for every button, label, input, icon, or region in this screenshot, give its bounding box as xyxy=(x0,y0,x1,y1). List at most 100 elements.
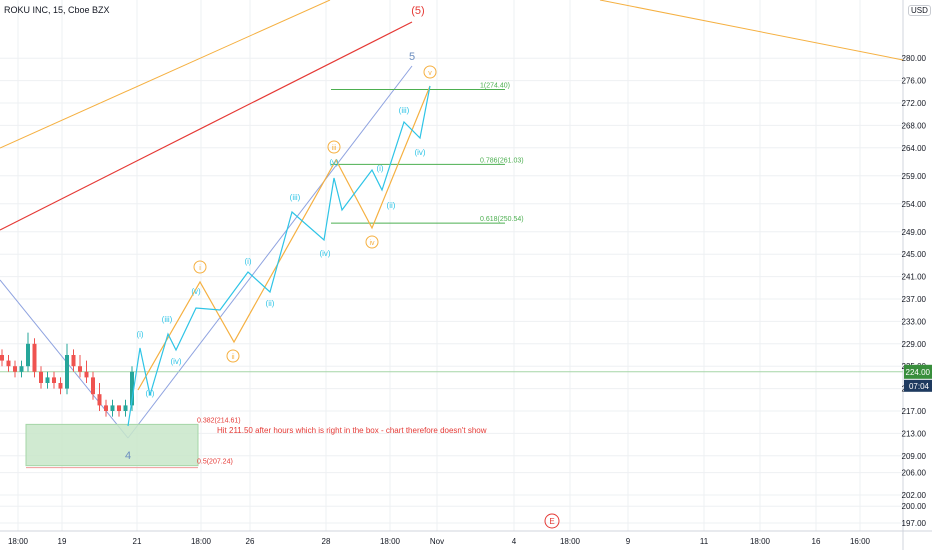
candle-body xyxy=(91,377,95,395)
blue-wave-line xyxy=(0,279,129,439)
candle-body xyxy=(65,355,69,389)
price-tick-label: 249.00 xyxy=(902,228,927,237)
candle-body xyxy=(26,343,30,367)
currency-label[interactable]: USD xyxy=(908,5,931,16)
price-tick-label: 237.00 xyxy=(902,295,927,304)
orange-trendline-right xyxy=(599,0,904,61)
price-tick-label: 206.00 xyxy=(902,469,927,478)
countdown-value: 07:04 xyxy=(909,382,930,391)
time-tick-label: 18:00 xyxy=(191,537,212,546)
fib-level-label: 1(274.40) xyxy=(480,83,510,90)
time-tick-label: 4 xyxy=(512,537,517,546)
time-tick-label: Nov xyxy=(430,537,444,546)
candle-body xyxy=(130,371,134,406)
cyan-wave-label: (iii) xyxy=(290,193,301,202)
orange-wave-label: ii xyxy=(231,354,235,361)
chart-title: ROKU INC, 15, Cboe BZX xyxy=(4,5,110,15)
price-tick-label: 245.00 xyxy=(902,250,927,259)
time-tick-label: 9 xyxy=(626,537,631,546)
wave-label-e-circle xyxy=(544,513,560,529)
fib-level-label: 0.382(214.61) xyxy=(197,417,241,424)
candle-body xyxy=(45,377,50,383)
cyan-wave-label: (v) xyxy=(329,158,339,167)
candle-body xyxy=(71,355,76,367)
candle-body xyxy=(32,343,37,372)
time-tick-label: 26 xyxy=(246,537,255,546)
wave-label-e: E xyxy=(549,517,554,526)
time-tick-label: 21 xyxy=(133,537,142,546)
candle-body xyxy=(97,394,102,406)
fib-level-label: 0.5(207.24) xyxy=(197,459,233,466)
time-tick-label: 16:00 xyxy=(850,537,871,546)
cyan-wave-label: (i) xyxy=(244,257,251,266)
wave-label-major-5: 5 xyxy=(409,51,415,63)
candle-body xyxy=(104,405,108,411)
candle-body xyxy=(123,405,128,411)
time-tick-label: 16 xyxy=(812,537,821,546)
time-tick-label: 11 xyxy=(700,537,709,546)
countdown-tag xyxy=(904,379,932,392)
candle-body xyxy=(6,360,11,367)
fib-level-label: 0.786(261.03) xyxy=(480,157,524,164)
orange-wave-circle xyxy=(365,235,379,249)
price-tick-label: 197.00 xyxy=(902,519,927,528)
cyan-wave-label: (iv) xyxy=(319,249,330,258)
orange-wave-label: i xyxy=(199,265,201,272)
current-price-tag xyxy=(904,364,932,379)
candle-body xyxy=(19,366,24,372)
red-trendline xyxy=(0,21,413,231)
price-tick-label: 272.00 xyxy=(902,99,927,108)
orange-wave-circle xyxy=(327,140,341,154)
orange-wave-circle xyxy=(226,349,240,363)
orange-trendline-left xyxy=(0,0,331,149)
time-tick-label: 18:00 xyxy=(750,537,771,546)
annotation-text: Hit 211.50 after hours which is right in… xyxy=(217,426,487,435)
price-tick-label: 254.00 xyxy=(902,200,927,209)
cyan-wave-path xyxy=(127,85,431,427)
fib-level-label: 0.618(250.54) xyxy=(480,216,524,223)
candle-body xyxy=(39,371,43,383)
time-tick-label: 18:00 xyxy=(560,537,581,546)
price-tick-label: 268.00 xyxy=(902,121,927,130)
price-tick-label: 213.00 xyxy=(902,429,927,438)
cyan-wave-label: (ii) xyxy=(387,201,396,210)
cyan-wave-label: (i) xyxy=(136,330,143,339)
time-tick-label: 28 xyxy=(322,537,331,546)
candle-body xyxy=(117,405,121,411)
candle-body xyxy=(13,366,17,372)
price-tick-label: 202.00 xyxy=(902,491,927,500)
orange-wave-circle xyxy=(193,260,207,274)
price-tick-label: 209.00 xyxy=(902,452,927,461)
time-tick-label: 18:00 xyxy=(380,537,401,546)
cyan-wave-label: (iii) xyxy=(399,106,410,115)
price-tick-label: 200.00 xyxy=(902,502,927,511)
price-tick-label: 276.00 xyxy=(902,77,927,86)
blue-wave-line xyxy=(127,65,413,439)
orange-wave-circle xyxy=(423,65,437,79)
fib-box xyxy=(25,423,199,467)
time-tick-label: 18:00 xyxy=(8,537,29,546)
candle-body xyxy=(52,377,56,383)
wave-label-major-4: 4 xyxy=(125,450,131,462)
time-tick-label: 19 xyxy=(58,537,67,546)
current-price-value: 224.00 xyxy=(906,368,931,377)
cyan-wave-label: (v) xyxy=(191,287,201,296)
candle-body xyxy=(84,371,89,378)
orange-wave-path xyxy=(137,85,431,391)
candle-body xyxy=(78,366,82,372)
candle-body xyxy=(0,355,4,361)
cyan-wave-label: (iv) xyxy=(170,357,181,366)
candle-body xyxy=(110,405,115,411)
price-tick-label: 264.00 xyxy=(902,144,927,153)
price-tick-label: 280.00 xyxy=(902,54,927,63)
price-tick-label: 233.00 xyxy=(902,317,927,326)
cyan-wave-label: (iv) xyxy=(414,148,425,157)
cyan-wave-label: (iii) xyxy=(162,315,173,324)
price-tick-label: 229.00 xyxy=(902,340,927,349)
cyan-wave-label: (ii) xyxy=(146,389,155,398)
candle-body xyxy=(58,383,63,389)
price-tick-label: 241.00 xyxy=(902,273,927,282)
orange-wave-label: v xyxy=(428,70,432,77)
cyan-wave-label: (ii) xyxy=(266,299,275,308)
